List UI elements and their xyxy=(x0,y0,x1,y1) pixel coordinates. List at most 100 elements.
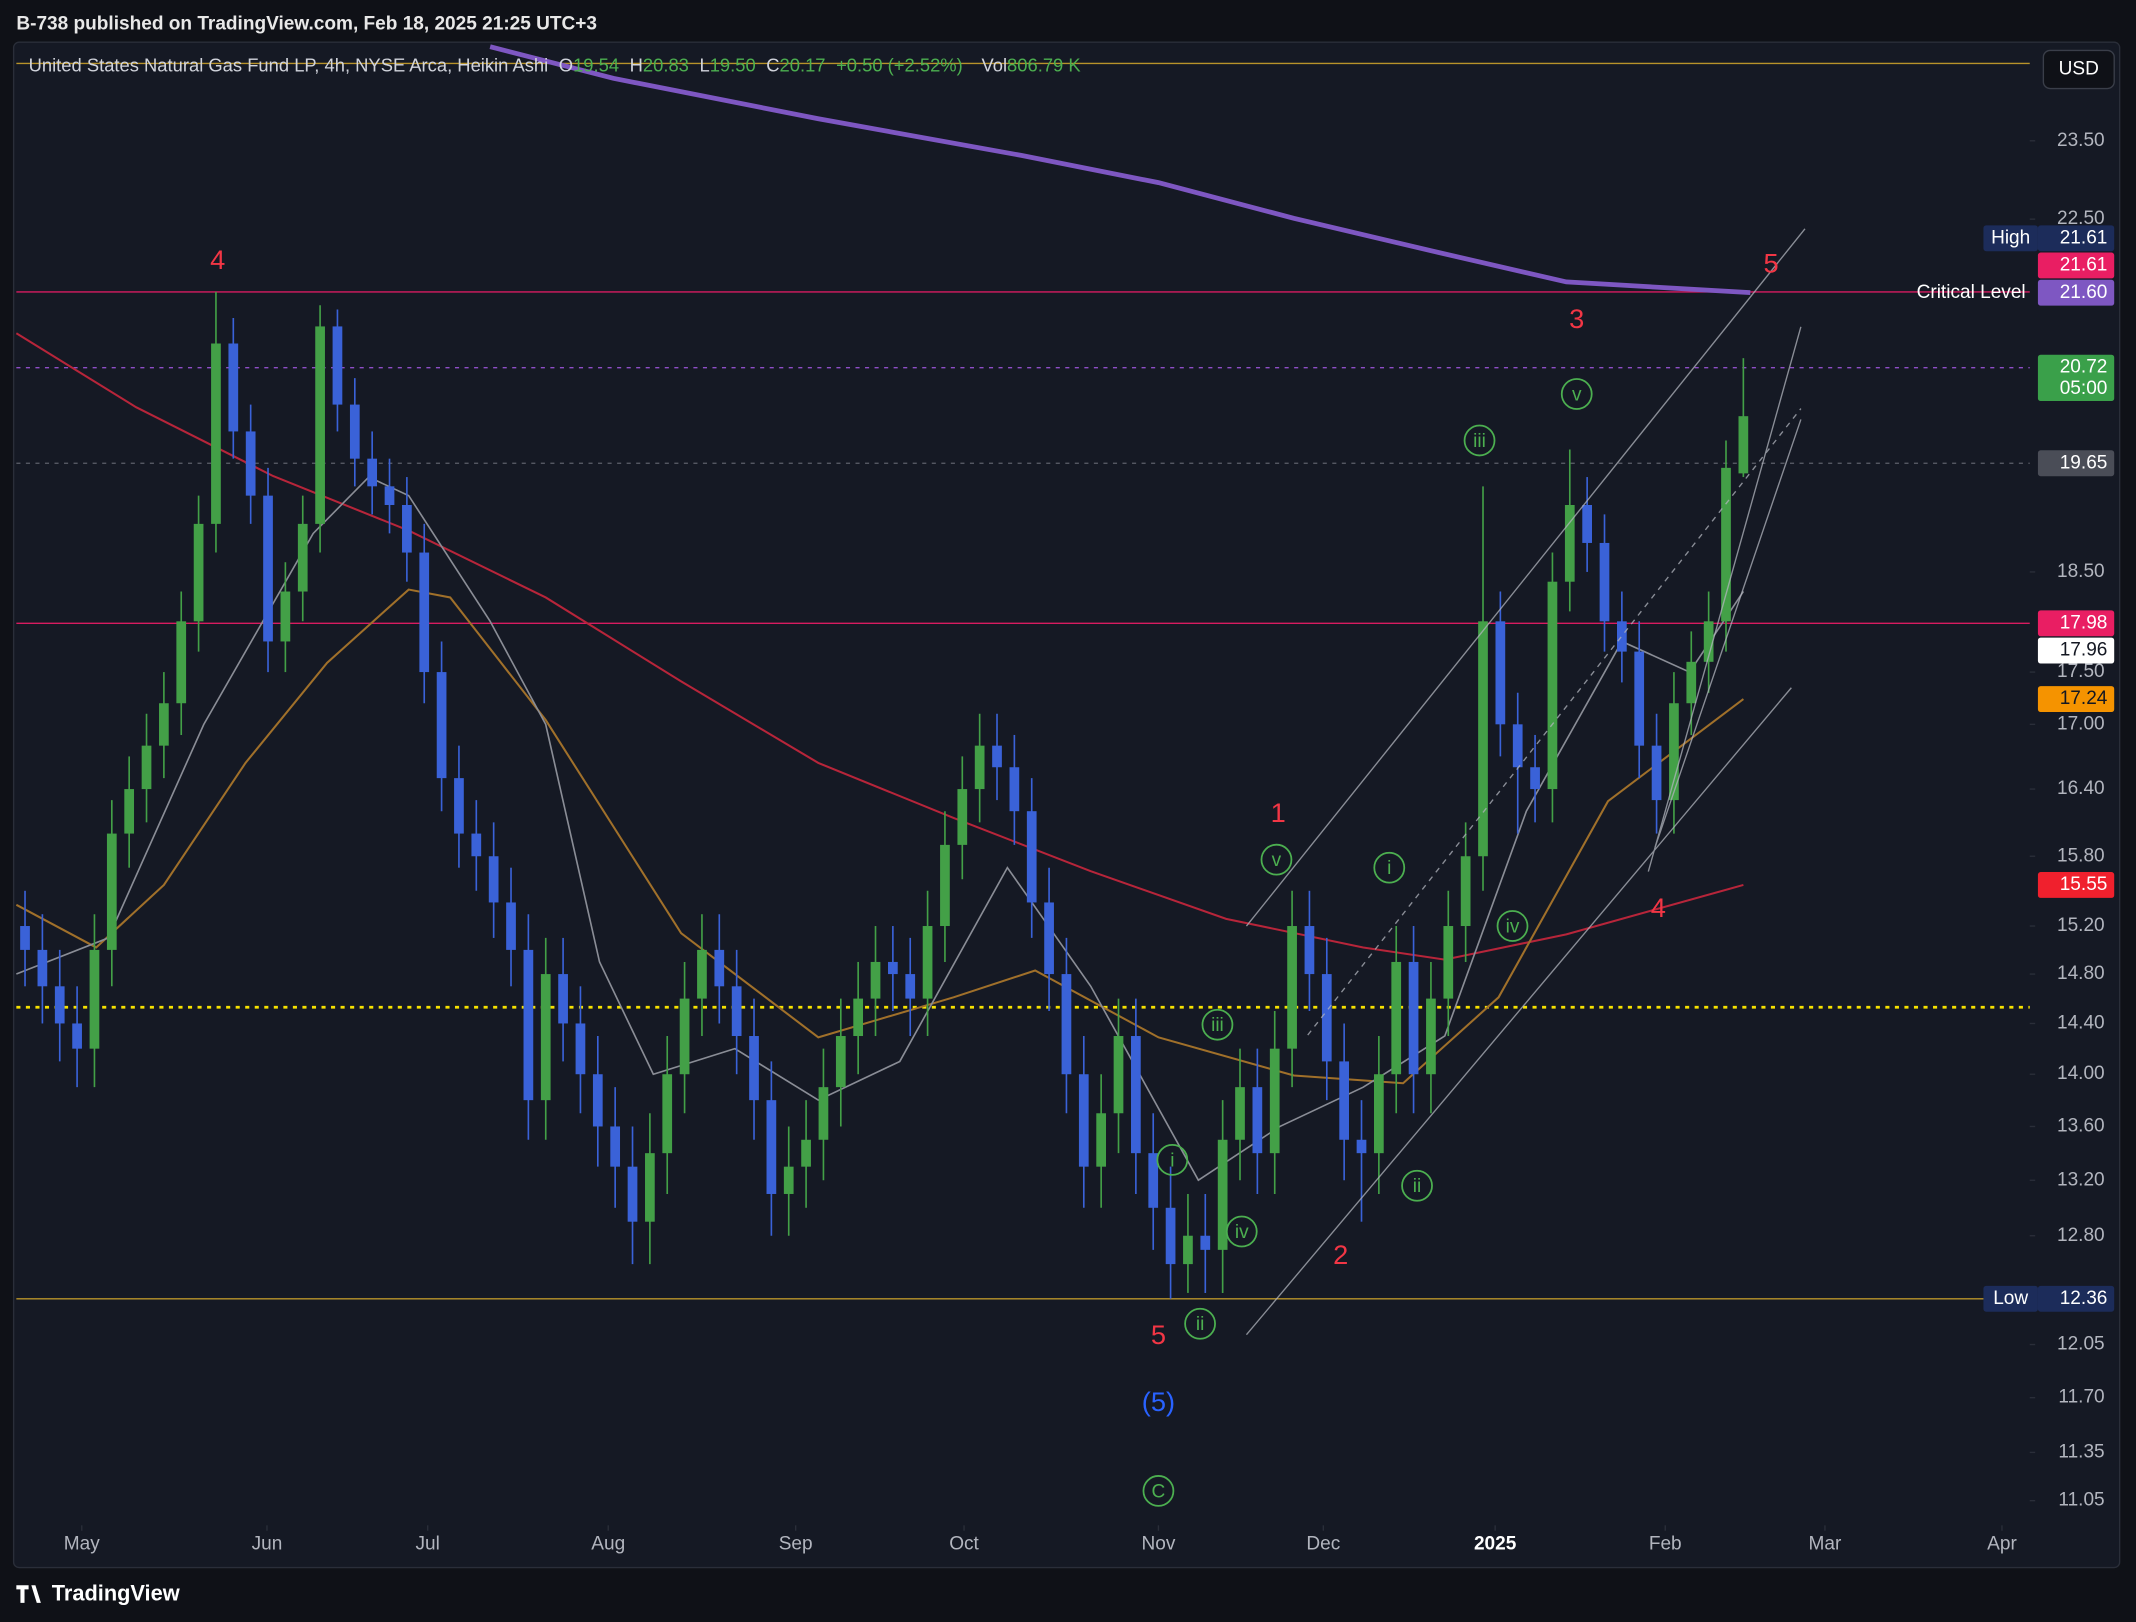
candle-body xyxy=(1408,961,1419,1075)
candle-body xyxy=(766,1100,777,1194)
candle-body xyxy=(1703,621,1714,662)
legend-value: 806.79 K xyxy=(1007,55,1081,76)
candle-body xyxy=(1252,1087,1263,1154)
candle-body xyxy=(402,505,412,553)
y-tick-label: 11.35 xyxy=(2058,1441,2104,1462)
candle-body xyxy=(332,326,343,405)
candle-body xyxy=(1582,505,1593,543)
candle-body xyxy=(853,998,864,1037)
moving-average xyxy=(16,476,1745,1182)
wave-label: ii xyxy=(1196,1314,1204,1335)
trend-line xyxy=(1245,687,1792,1336)
wave-label: iii xyxy=(1473,431,1486,452)
x-tick-label: Apr xyxy=(1987,1533,2017,1554)
candle-body xyxy=(575,1023,586,1075)
wave-label: i xyxy=(1170,1150,1174,1171)
candle-body xyxy=(106,833,117,950)
price-label-box xyxy=(2037,252,2115,279)
candle-body xyxy=(419,552,430,673)
currency-button[interactable] xyxy=(2042,49,2115,90)
price-label: 21.61 xyxy=(2060,227,2108,248)
wave-label: 5 xyxy=(1151,1319,1166,1350)
candle-body xyxy=(974,745,985,790)
wave-circle xyxy=(1156,1144,1189,1176)
candle-body xyxy=(1356,1139,1367,1154)
wave-circle xyxy=(1401,1169,1433,1202)
wave-label: 5 xyxy=(1764,247,1779,278)
candle-body xyxy=(454,778,464,834)
trend-line xyxy=(1654,419,1802,848)
candle-body xyxy=(1391,961,1402,1075)
candle-body xyxy=(627,1166,638,1222)
wave-label: iv xyxy=(1235,1222,1249,1243)
price-label-box xyxy=(2037,1285,2115,1312)
legend-key: C xyxy=(766,55,779,76)
candle-body xyxy=(957,789,968,845)
legend-change: +0.50 (+2.52%) xyxy=(836,55,963,76)
legend-key: O xyxy=(559,55,573,76)
candle-body xyxy=(89,949,100,1049)
candle-body xyxy=(1512,724,1523,768)
candle-body xyxy=(870,961,881,999)
candle-body xyxy=(540,974,551,1101)
candles xyxy=(20,291,1749,1299)
candle-body xyxy=(263,495,273,642)
candle-body xyxy=(1096,1113,1107,1167)
candle-body xyxy=(592,1074,603,1127)
candle-body xyxy=(922,926,933,999)
trend-lines xyxy=(1245,228,1806,1336)
trend-line xyxy=(1245,228,1806,927)
candle-body xyxy=(367,458,378,487)
levels xyxy=(16,62,2030,1300)
candle-body xyxy=(297,523,308,592)
brand-logo: TradingView xyxy=(16,1581,180,1606)
candle-body xyxy=(20,926,30,950)
indicator-lines xyxy=(15,44,1751,1182)
candle-body xyxy=(749,1036,759,1101)
candle-body xyxy=(54,986,65,1024)
candle-body xyxy=(610,1126,621,1167)
y-tick-label: 18.50 xyxy=(2057,561,2105,582)
candle-body xyxy=(1131,1036,1141,1154)
candle-body xyxy=(1200,1235,1211,1250)
candle-body xyxy=(124,789,135,834)
candle-body xyxy=(1304,926,1315,975)
price-label-box xyxy=(2037,450,2115,477)
candle-body xyxy=(1721,467,1731,622)
candle-body xyxy=(940,844,950,927)
candle-body xyxy=(1026,811,1037,903)
candle-body xyxy=(1530,767,1540,790)
x-tick-label: Dec xyxy=(1306,1533,1340,1554)
candle-body xyxy=(697,949,707,999)
candle-body xyxy=(1183,1235,1193,1265)
candle-body xyxy=(1165,1207,1176,1265)
x-tick-label: Feb xyxy=(1649,1533,1682,1554)
candle-body xyxy=(1113,1036,1124,1114)
candle-body xyxy=(1651,745,1662,801)
legend-value: 19.50 xyxy=(710,55,756,76)
legend: United States Natural Gas Fund LP, 4h, N… xyxy=(29,55,1082,76)
wave-label: 2 xyxy=(1333,1239,1348,1270)
price-tag: High xyxy=(1991,227,2030,248)
wave-circle xyxy=(1260,843,1293,876)
candle-body xyxy=(818,1087,829,1140)
x-tick-label: Jul xyxy=(416,1533,440,1554)
moving-average xyxy=(15,588,1745,1085)
price-label-box xyxy=(2037,354,2115,402)
y-tick-label: 14.80 xyxy=(2057,963,2105,984)
candle-body xyxy=(141,745,152,790)
candle-body xyxy=(1738,416,1749,474)
wave-label: 1 xyxy=(1271,797,1286,828)
candle-body xyxy=(523,949,534,1101)
y-tick-label: 16.40 xyxy=(2057,778,2105,799)
candle-body xyxy=(731,986,742,1037)
legend-value: 20.83 xyxy=(643,55,689,76)
wave-circle xyxy=(1225,1215,1258,1248)
y-tick-label: 11.70 xyxy=(2058,1387,2104,1408)
currency[interactable]: USD xyxy=(2059,58,2099,79)
x-tick-label: Mar xyxy=(1809,1533,1842,1554)
price-tag: Low xyxy=(1993,1288,2028,1309)
x-tick-label: Jun xyxy=(252,1533,283,1554)
